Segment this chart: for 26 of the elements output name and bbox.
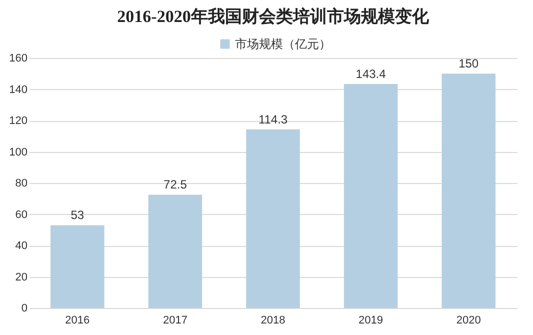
x-tick-label: 2018 [260, 314, 286, 326]
data-label: 114.3 [258, 112, 288, 126]
y-tick-label: 80 [15, 178, 28, 190]
bar [50, 225, 104, 308]
x-tick-label: 2016 [65, 314, 90, 326]
y-tick-label: 160 [9, 52, 28, 64]
data-label: 72.5 [164, 178, 188, 192]
bar [246, 129, 300, 308]
y-tick-label: 40 [15, 240, 28, 252]
x-tick-label: 2019 [358, 314, 384, 326]
y-tick-label: 140 [9, 84, 28, 96]
x-tick-label: 2020 [456, 314, 481, 326]
x-tick-label: 2017 [162, 314, 188, 326]
y-tick-label: 100 [9, 146, 28, 158]
chart-title: 2016-2020年我国财会类培训市场规模变化 [117, 7, 430, 26]
y-tick-label: 0 [21, 302, 28, 314]
y-tick-label: 60 [15, 208, 28, 221]
data-label: 150 [458, 56, 479, 71]
bar [442, 74, 496, 308]
bar [344, 84, 398, 308]
bar [148, 194, 202, 308]
data-label: 143.4 [356, 66, 386, 81]
y-tick-label: 120 [9, 115, 28, 127]
y-tick-label: 20 [15, 271, 28, 284]
legend-label: 市场规模（亿元） [235, 37, 331, 51]
data-label: 53 [70, 208, 84, 222]
